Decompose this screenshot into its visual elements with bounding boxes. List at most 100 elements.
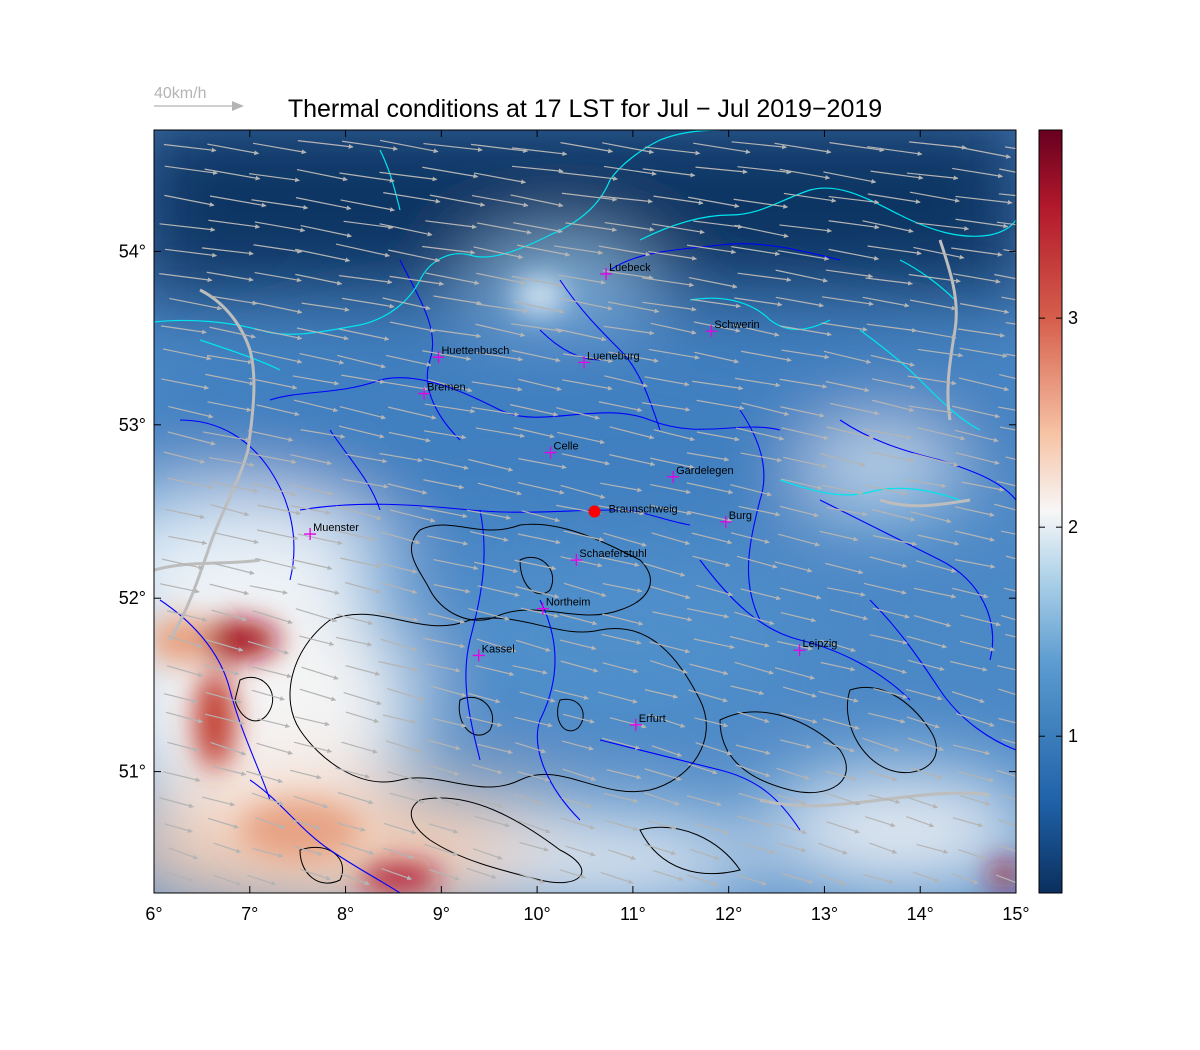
- wind-arrow: [518, 378, 562, 392]
- wind-arrow: [695, 166, 748, 175]
- wind-arrow: [829, 609, 869, 621]
- city-markers: Luebeck Schwerin Huettenbusch Lueneburg Brem…: [304, 262, 837, 731]
- wind-arrow: [387, 771, 424, 784]
- wind-arrow: [915, 560, 957, 573]
- wind-arrow: [957, 328, 1005, 338]
- wind-arrow: [693, 321, 741, 333]
- wind-arrow: [294, 846, 323, 856]
- wind-arrow: [213, 874, 242, 886]
- wind-arrow: [159, 223, 216, 232]
- wind-arrow: [1000, 530, 1016, 535]
- city-label: Burg: [729, 510, 752, 522]
- wind-arrow: [341, 140, 398, 151]
- wind-arrow: [736, 555, 778, 569]
- wind-arrow: [959, 303, 1010, 315]
- wind-arrow: [600, 482, 643, 493]
- wind-arrow: [913, 246, 965, 260]
- wind-arrow: [248, 377, 298, 390]
- wind-arrow: [345, 665, 381, 676]
- wind-arrow: [423, 430, 467, 440]
- city-cross-icon: [578, 356, 591, 369]
- wind-vectors: [159, 139, 1016, 887]
- wind-arrow: [211, 481, 259, 493]
- wind-arrow: [917, 348, 964, 358]
- wind-arrow: [249, 585, 288, 595]
- wind-arrow: [428, 823, 459, 834]
- wind-arrow: [863, 873, 894, 884]
- wind-arrow: [475, 427, 525, 438]
- wind-arrow: [908, 405, 953, 415]
- wind-arrow: [560, 660, 599, 673]
- wind-arrow: [995, 874, 1016, 884]
- wind-arrow: [651, 745, 683, 757]
- x-tick-label: 15°: [1002, 904, 1029, 924]
- wind-arrow: [511, 275, 564, 288]
- x-tick-label: 12°: [715, 904, 742, 924]
- wind-arrow: [251, 666, 292, 679]
- wind-arrow: [908, 273, 961, 284]
- colorbar-ticks: 1 2 3: [1039, 308, 1078, 746]
- wind-arrow: [862, 737, 900, 752]
- wind-arrow: [953, 145, 1012, 159]
- wind-arrow: [960, 614, 1001, 627]
- wind-arrow: [604, 221, 655, 232]
- wind-arrow: [828, 220, 880, 230]
- wind-arrow: [603, 165, 657, 176]
- wind-arrow: [338, 425, 385, 439]
- wind-arrow: [509, 404, 559, 417]
- wind-arrow: [778, 533, 820, 547]
- wind-arrow: [477, 585, 520, 597]
- wind-arrow: [866, 770, 898, 782]
- wind-arrow: [563, 530, 605, 542]
- wind-arrow: [912, 871, 940, 883]
- wind-arrow: [738, 874, 767, 886]
- city-cross-icon: [600, 267, 613, 280]
- wind-arrow: [686, 874, 718, 887]
- wind-arrow: [820, 661, 856, 672]
- rivers: [159, 243, 1016, 893]
- city-cross-icon: [629, 718, 642, 731]
- wind-arrow: [652, 869, 684, 882]
- wind-arrow: [475, 303, 529, 314]
- wind-arrow: [512, 665, 548, 675]
- wind-arrow: [600, 871, 634, 884]
- wind-arrow: [1005, 322, 1016, 325]
- wind-arrow: [952, 273, 1001, 284]
- wind-arrow: [820, 639, 856, 653]
- wind-arrow: [821, 322, 868, 332]
- wind-arrow: [161, 558, 204, 570]
- wind-arrow: [555, 328, 607, 342]
- wind-arrow: [609, 426, 655, 440]
- city-cross-icon: [719, 515, 732, 528]
- wind-arrow: [247, 874, 277, 886]
- wind-arrow: [952, 744, 991, 756]
- wind-arrow: [297, 533, 343, 546]
- wind-arrow: [562, 768, 597, 781]
- wind-arrow: [560, 172, 618, 181]
- wind-arrow: [254, 271, 302, 283]
- wind-arrow: [475, 323, 526, 338]
- wind-arrow: [650, 586, 691, 600]
- wind-arrow: [300, 429, 346, 439]
- wind-arrow: [339, 405, 386, 420]
- wind-arrow: [729, 635, 770, 648]
- wind-arrow: [166, 610, 208, 622]
- wind-arrow: [695, 742, 733, 756]
- wind-arrow: [774, 561, 813, 573]
- station-marker: Braunschweig: [588, 504, 678, 518]
- wind-arrow: [602, 142, 654, 155]
- wind-arrow: [825, 562, 864, 575]
- wind-arrow: [426, 535, 469, 546]
- wind-arrow: [909, 766, 943, 780]
- wind-arrow: [290, 505, 331, 515]
- wind-arrow: [209, 457, 255, 467]
- wind-arrow: [737, 272, 792, 282]
- wind-arrow: [733, 198, 789, 209]
- city-cross-icon: [667, 470, 680, 483]
- wind-arrow: [427, 379, 473, 393]
- wind-arrow: [696, 584, 734, 597]
- wind-arrow: [166, 665, 203, 678]
- wind-arrow: [740, 350, 792, 363]
- wind-arrow: [734, 377, 781, 388]
- wind-arrow: [202, 796, 235, 807]
